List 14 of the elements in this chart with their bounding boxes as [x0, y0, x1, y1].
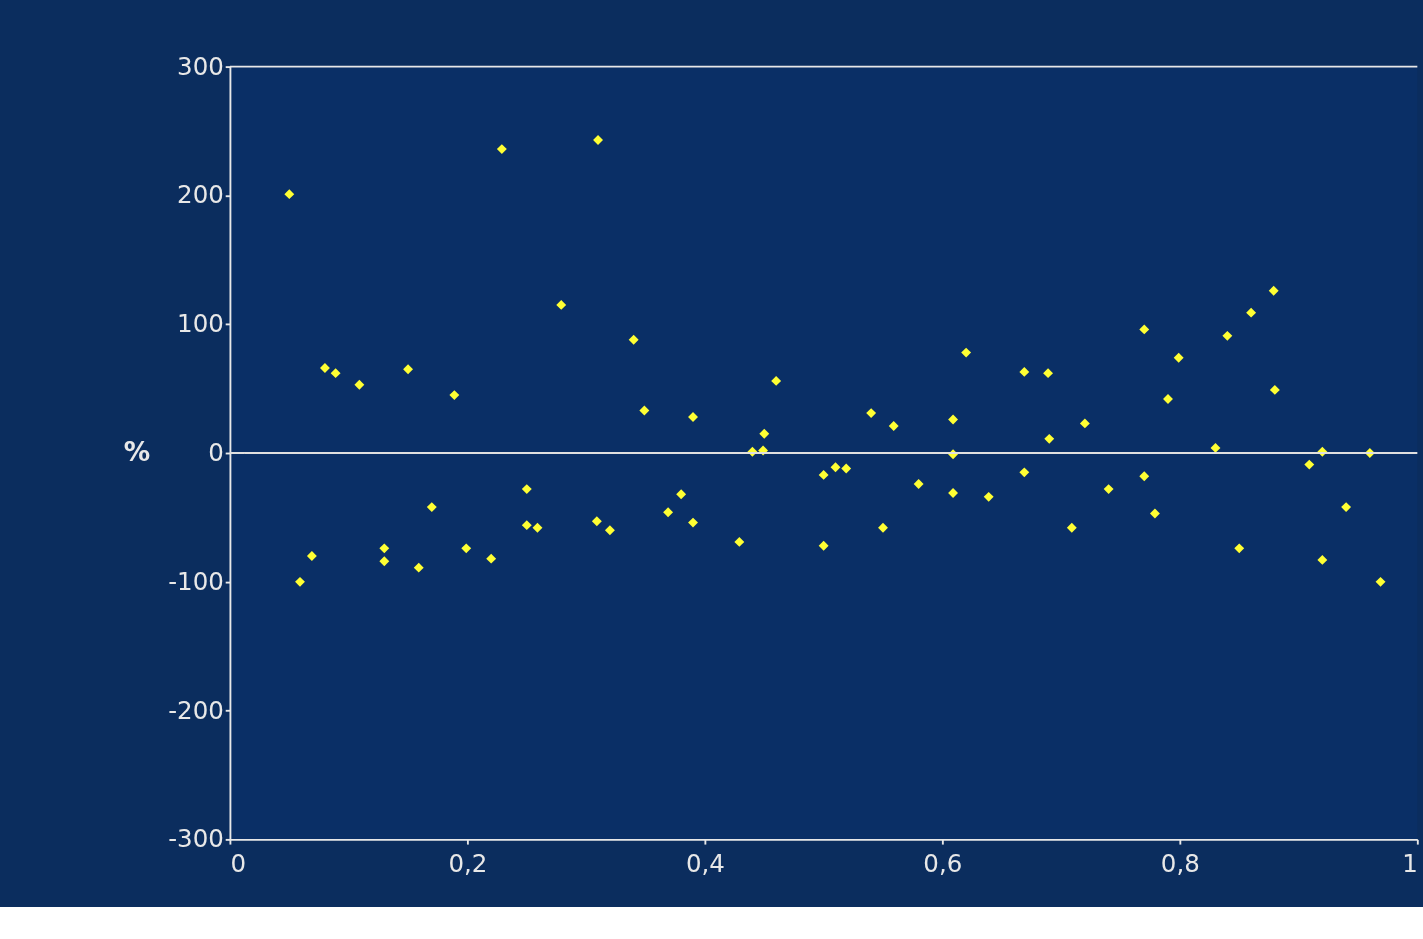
y-tick-label: 300 [177, 51, 224, 81]
y-tick-label: -200 [168, 695, 224, 725]
x-tick-label: 1 [1402, 848, 1418, 878]
x-tick-label: 0 [230, 848, 247, 878]
x-tick-label: 0,6 [923, 848, 963, 878]
x-tick-label: 0,8 [1160, 848, 1200, 878]
x-tick-label: 0,2 [448, 848, 488, 878]
x-tick-label: 0,4 [685, 848, 725, 878]
y-tick-label: -100 [168, 566, 224, 596]
y-tick-label: 200 [177, 180, 224, 210]
y-axis-title: % [123, 437, 151, 468]
y-tick-label: 0 [208, 438, 224, 468]
y-tick-label: 100 [177, 309, 224, 339]
y-tick-label: -300 [168, 824, 224, 854]
